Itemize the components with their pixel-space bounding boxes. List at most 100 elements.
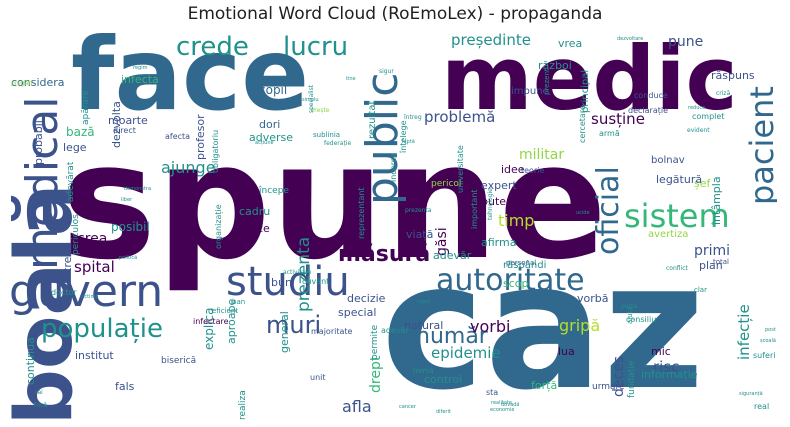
word-cloud: spune caz face medic boală guvern medical publi… <box>11 30 777 420</box>
chart-title: Emotional Word Cloud (RoEmoLex) - propag… <box>187 4 603 24</box>
word-tehnologie: tehnologie <box>487 188 494 220</box>
word-liber: liber <box>121 197 133 203</box>
word-adevar: adevăr <box>381 326 409 335</box>
word-drept: drept <box>368 355 384 393</box>
word-bolnav: bolnav <box>651 155 685 166</box>
word-demonstra: demonstra <box>124 186 152 192</box>
word-muri: muri <box>266 311 322 339</box>
word-control: control <box>424 373 463 386</box>
word-dezvoltare: dezvoltare <box>617 36 644 42</box>
word-caz: caz <box>381 226 705 420</box>
word-forma: formă <box>413 367 434 375</box>
word-unit: unit <box>310 373 326 382</box>
word-rai: răi <box>35 389 43 396</box>
word-decizie: decizie <box>347 292 386 305</box>
word-sublinia: sublinia <box>313 131 341 139</box>
word-urmare: urmare <box>592 382 625 392</box>
word-studiu: studiu <box>226 259 350 305</box>
word-masura: măsură <box>338 242 431 267</box>
word-institut: institut <box>75 349 114 362</box>
word-fundatie: fundație <box>627 360 637 398</box>
word-timp: timp <box>498 211 535 230</box>
word-autoritate: autoritate <box>436 263 585 298</box>
word-incerca: incerca <box>389 152 398 182</box>
word-scoala: școală <box>760 338 776 344</box>
word-direct: direct <box>113 126 136 135</box>
word-scop: scop <box>503 277 529 290</box>
word-vrea: vrea <box>558 37 583 50</box>
word-avertiza: avertiza <box>648 229 689 240</box>
word-problema: problemă <box>424 108 496 126</box>
word-razboi: război <box>538 59 572 72</box>
word-complet: complet <box>692 112 725 121</box>
word-cercetare: cercetare <box>578 105 587 143</box>
word-reprezentant: reprezentant <box>357 187 366 239</box>
word-guvern: guvern <box>11 266 164 317</box>
word-clar: clar <box>694 286 707 294</box>
word-ucide: ucide <box>576 210 590 216</box>
word-consiliu: consiliu <box>626 315 657 324</box>
word-post: post <box>765 327 776 333</box>
word-obligatoriu: obligatoriu <box>211 129 220 173</box>
word-adevar: adevăr <box>433 249 472 262</box>
word-informatie: informație <box>641 368 698 381</box>
word-intreg: întreg <box>404 114 422 121</box>
word-populatie: populație <box>41 314 163 344</box>
word-raspuns: răspuns <box>711 69 755 82</box>
word-plan: plan <box>699 259 723 272</box>
word-siguranta: siguranță <box>739 391 763 397</box>
word-economie: economie <box>490 407 515 413</box>
word-lua: lua <box>558 345 575 358</box>
word-vorbi: vorbi <box>470 317 511 336</box>
word-rapid: rapid <box>417 299 430 305</box>
word-realitate: realitate <box>491 400 512 406</box>
word-posibil: posibil <box>111 220 150 234</box>
word-reduce: reduce <box>688 105 706 111</box>
word-simplu: simplu <box>302 97 319 103</box>
word-legatura: legătură <box>656 173 703 186</box>
word-politica: politică <box>119 255 138 261</box>
word-pune: pune <box>668 34 704 50</box>
word-primi: primi <box>694 243 731 259</box>
word-lucru: lucru <box>283 32 349 62</box>
word-incepe: începe <box>259 186 289 196</box>
word-real: real <box>754 402 770 411</box>
word-biserica: biserică <box>161 356 197 366</box>
word-actiune: acțiune <box>255 140 274 146</box>
word-special: special <box>338 306 377 319</box>
word-total: total <box>713 258 730 266</box>
word-militar: militar <box>519 147 565 163</box>
word-moarte: moarte <box>108 114 148 127</box>
word-periculos: periculos <box>71 214 81 255</box>
word-lupta: luptă <box>402 139 415 145</box>
word-dori: dori <box>259 118 281 131</box>
word-cuvant: cuvânt <box>302 277 330 286</box>
word-evident: evident <box>687 127 710 134</box>
word-intelege: înțelege <box>399 120 408 154</box>
word-activitate: activitate <box>283 269 312 276</box>
word-gripa: gripă <box>559 316 601 335</box>
word-vorba: vorbă <box>577 292 609 305</box>
word-general: general <box>278 311 291 353</box>
word-universitate: universitate <box>456 145 465 193</box>
word-tine: tine <box>346 76 356 82</box>
word-lege: lege <box>63 141 87 154</box>
word-raspandi: răspândi <box>503 260 547 271</box>
word-infectie: infecție <box>735 304 753 360</box>
word-intampla: întâmpla <box>710 176 723 225</box>
word-fals: fals <box>115 380 135 393</box>
word-suferi: suferi <box>753 351 776 360</box>
word-dezvolta: dezvolta <box>110 101 123 148</box>
word-purta: purta <box>621 303 638 310</box>
word-crea: crea <box>77 231 108 247</box>
word-declaratie: declarație <box>628 106 668 115</box>
word-personal: personal <box>506 259 537 267</box>
word-specialist: specialist <box>308 84 315 113</box>
word-sustine: susține <box>591 110 645 128</box>
word-creste: crește <box>311 107 330 114</box>
word-aparare: apărare <box>81 90 91 125</box>
word-probabil: probabil <box>32 120 45 165</box>
word-rezultat: rezultat <box>367 100 378 139</box>
word-impune: impune <box>511 86 549 97</box>
